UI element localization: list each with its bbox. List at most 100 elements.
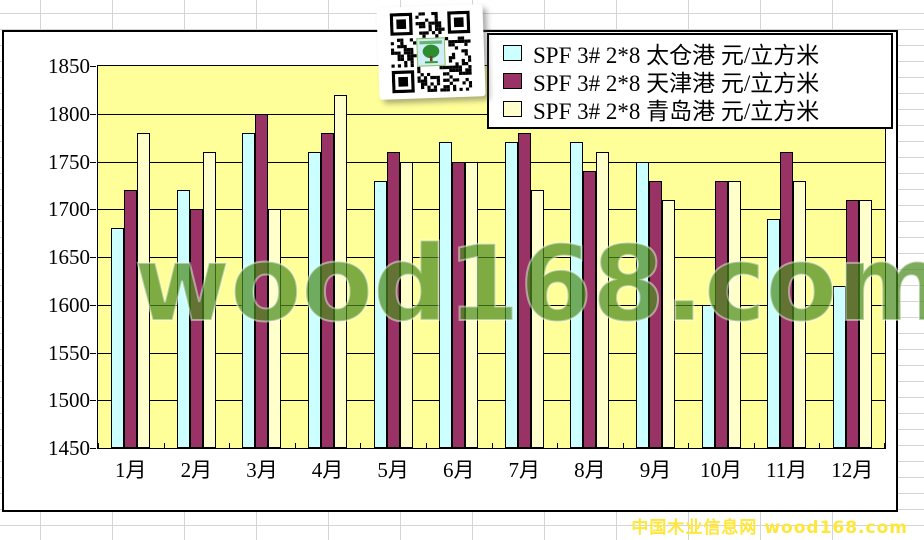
chart-object[interactable]: SPF 3# 2*8 太仓港 元/立方米 SPF 3# 2*8 天津港 元/立方米… [2,30,898,512]
legend-label: SPF 3# 2*8 天津港 元/立方米 [533,71,820,96]
x-axis-label: 8月 [574,458,606,482]
bar [780,151,794,448]
x-axis-label: 2月 [180,458,213,482]
bar [583,171,597,448]
y-axis-label: 1450 [48,436,90,460]
y-axis-label: 1700 [48,197,90,222]
gridline [98,209,885,211]
bar [727,180,741,448]
x-axis-label: 10月 [700,458,743,482]
bar [530,190,544,448]
x-axis-label: 9月 [639,458,672,482]
y-axis-label: 1800 [48,101,90,126]
bar [596,151,610,448]
y-axis-label: 1750 [48,149,90,174]
x-axis-label: 3月 [246,458,278,482]
bar [308,151,322,448]
legend-label: SPF 3# 2*8 青岛港 元/立方米 [533,99,820,124]
y-axis-tick [90,400,96,402]
bar [858,199,872,448]
x-axis-tick [164,443,165,449]
legend-swatch-icon [503,73,522,89]
bar [334,94,348,448]
bar [504,142,518,448]
legend-label: SPF 3# 2*8 太仓港 元/立方米 [533,43,820,68]
legend-swatch-icon [503,101,522,117]
bar [268,209,282,448]
y-axis-tick [90,66,96,67]
x-axis-tick [688,443,689,449]
bar [439,142,453,448]
x-axis-tick [754,443,755,449]
y-axis-label: 1850 [48,54,90,78]
site-credit: 中国木业信息网 wood168.com [631,518,908,538]
x-axis-label: 1月 [115,458,147,482]
bar [793,180,807,448]
y-axis-label: 1500 [48,388,90,413]
x-axis-tick [295,443,296,449]
y-axis-tick [90,161,96,163]
bar [321,132,335,448]
bar [648,180,662,448]
y-axis-tick [90,448,96,449]
bar [452,161,466,448]
chart-canvas: SPF 3# 2*8 太仓港 元/立方米 SPF 3# 2*8 天津港 元/立方米… [4,32,896,510]
bar [189,209,203,448]
x-axis-label: 12月 [831,458,874,482]
bar [111,228,125,448]
legend-swatch-icon [503,45,522,61]
bar [399,161,413,448]
bar [635,161,649,448]
y-axis-tick [90,209,96,211]
legend-item: SPF 3# 2*8 天津港 元/立方米 [503,67,887,96]
x-axis-tick [360,443,361,449]
y-axis-tick [90,257,96,258]
bar [570,142,584,448]
x-axis-label: 5月 [377,458,409,482]
bar [832,285,846,448]
legend: SPF 3# 2*8 太仓港 元/立方米 SPF 3# 2*8 天津港 元/立方米… [487,33,893,129]
bar [767,218,781,448]
gridline [98,257,885,258]
bar [386,151,400,448]
x-axis-tick [229,443,230,449]
x-axis-tick [426,443,427,449]
gridline [98,400,885,402]
y-axis-tick [90,113,96,115]
bar [202,151,216,448]
bar [176,190,190,448]
y-axis-label: 1550 [48,340,90,365]
plot-area [97,65,886,449]
x-axis-tick [819,443,820,449]
bar [255,113,269,448]
x-axis-label: 6月 [442,458,475,482]
bar [701,304,715,448]
legend-item: SPF 3# 2*8 太仓港 元/立方米 [503,39,887,68]
bar [373,180,387,448]
gridline [98,352,885,354]
bar [714,180,728,448]
y-axis-label: 1650 [48,245,90,269]
x-axis-label: 11月 [766,458,808,482]
bar [465,161,479,448]
bar [137,132,151,448]
x-axis-tick [98,443,99,449]
bar [124,190,138,448]
x-axis-tick [492,443,493,449]
x-axis-tick [557,443,558,449]
bar [242,132,256,448]
gridline [98,161,885,163]
bar [517,132,531,448]
x-axis-tick [884,443,885,449]
wechat-qr-image[interactable] [376,4,486,100]
gridline [98,304,885,306]
y-axis-tick [90,304,96,306]
bar [845,199,859,448]
x-axis-label: 4月 [311,458,344,482]
qr-code-icon [389,10,473,94]
bar [661,199,675,448]
x-axis-label: 7月 [508,458,541,482]
y-axis-tick [90,352,96,354]
legend-item: SPF 3# 2*8 青岛港 元/立方米 [503,95,887,124]
y-axis-label: 1600 [48,292,90,317]
